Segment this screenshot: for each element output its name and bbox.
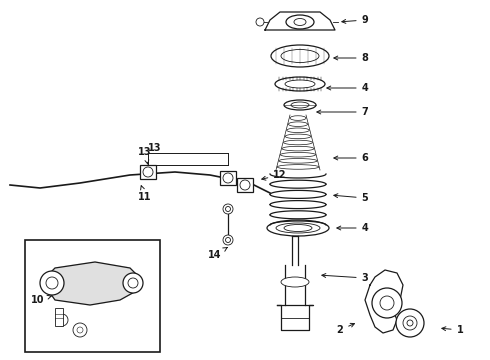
Circle shape: [396, 309, 424, 337]
Circle shape: [223, 204, 233, 214]
Ellipse shape: [281, 50, 319, 63]
Text: 5: 5: [334, 193, 368, 203]
Text: 13: 13: [138, 147, 152, 164]
Text: 8: 8: [334, 53, 368, 63]
Circle shape: [256, 18, 264, 26]
Ellipse shape: [285, 134, 311, 139]
Ellipse shape: [271, 45, 329, 67]
Ellipse shape: [285, 80, 315, 88]
Text: 2: 2: [337, 323, 354, 335]
Ellipse shape: [289, 122, 308, 126]
Ellipse shape: [279, 158, 317, 163]
Ellipse shape: [287, 128, 309, 132]
Bar: [237, 178, 253, 192]
Ellipse shape: [276, 223, 320, 233]
Text: 10: 10: [31, 295, 51, 305]
Ellipse shape: [291, 102, 309, 108]
Text: 7: 7: [317, 107, 368, 117]
Text: 6: 6: [334, 153, 368, 163]
Text: 11: 11: [138, 186, 152, 202]
Text: 4: 4: [337, 223, 368, 233]
Ellipse shape: [267, 220, 329, 236]
Text: 14: 14: [208, 247, 227, 260]
Circle shape: [223, 235, 233, 245]
Text: 13: 13: [148, 143, 162, 153]
Ellipse shape: [290, 116, 306, 120]
Polygon shape: [265, 12, 335, 30]
Circle shape: [40, 271, 64, 295]
Bar: [140, 165, 156, 179]
Circle shape: [56, 314, 68, 326]
Ellipse shape: [280, 152, 316, 157]
Ellipse shape: [275, 77, 325, 91]
Circle shape: [123, 273, 143, 293]
Text: 1: 1: [442, 325, 464, 335]
Ellipse shape: [281, 277, 309, 287]
Polygon shape: [365, 270, 403, 333]
Circle shape: [372, 288, 402, 318]
Ellipse shape: [286, 15, 314, 29]
Text: 12: 12: [262, 170, 287, 180]
Text: 4: 4: [327, 83, 368, 93]
Circle shape: [73, 323, 87, 337]
Text: 3: 3: [322, 273, 368, 283]
Ellipse shape: [277, 165, 319, 169]
Ellipse shape: [284, 100, 316, 110]
Text: 9: 9: [342, 15, 368, 25]
Ellipse shape: [282, 146, 314, 151]
Bar: [220, 171, 236, 185]
Bar: [55, 308, 63, 326]
Polygon shape: [45, 262, 140, 305]
Bar: [25, 240, 160, 352]
Ellipse shape: [284, 140, 313, 145]
